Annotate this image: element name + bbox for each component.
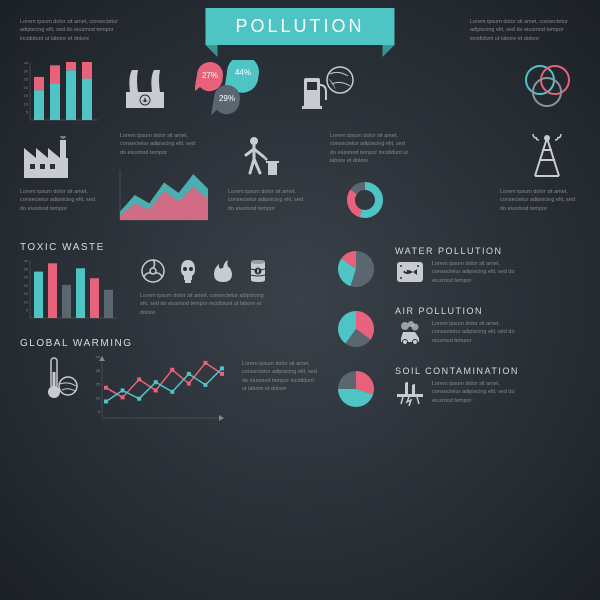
svg-text:15: 15 xyxy=(96,395,101,400)
svg-text:45: 45 xyxy=(96,356,101,359)
svg-text:27%: 27% xyxy=(202,71,218,80)
svg-text:29%: 29% xyxy=(219,94,235,103)
pie-fish xyxy=(335,248,377,290)
svg-text:5: 5 xyxy=(98,409,101,414)
svg-text:44%: 44% xyxy=(235,68,251,77)
svg-text:30: 30 xyxy=(24,68,29,73)
svg-text:35: 35 xyxy=(24,62,29,65)
mid-text: Lorem ipsum dolor sit amet, consectetur … xyxy=(330,132,410,165)
svg-text:15: 15 xyxy=(24,291,29,296)
svg-text:20: 20 xyxy=(24,85,29,90)
fish-icon xyxy=(395,260,425,286)
svg-text:25: 25 xyxy=(24,275,29,280)
svg-text:25: 25 xyxy=(24,77,29,82)
cat-text-2: Lorem ipsum dolor sit amet, consectetur … xyxy=(432,380,517,405)
svg-text:10: 10 xyxy=(24,101,29,106)
venn-diagram xyxy=(520,62,575,112)
area-chart xyxy=(118,170,213,225)
percentage-bubbles: 27% 44% 29% xyxy=(195,60,280,120)
thermometer-globe-icon xyxy=(48,356,78,404)
warming-title: GLOBAL WARMING xyxy=(20,338,133,349)
biohazard-icon xyxy=(140,258,166,284)
skull-bulb-icon xyxy=(175,258,201,284)
warming-line-chart: 5 15 25 35 45 xyxy=(92,356,230,422)
svg-text:20: 20 xyxy=(24,283,29,288)
fire-icon xyxy=(210,258,236,284)
intro-text-left: Lorem ipsum dolor sit amet, consectetur … xyxy=(20,18,130,43)
svg-text:30: 30 xyxy=(24,266,29,271)
pie-car-smoke xyxy=(335,308,377,350)
svg-text:10: 10 xyxy=(24,299,29,304)
crack-icon xyxy=(395,380,425,406)
svg-text:5: 5 xyxy=(26,110,29,115)
barrel-icon xyxy=(245,258,271,284)
toxic-bar-chart: 5 10 15 20 25 30 35 xyxy=(20,260,120,322)
title-banner: POLLUTION xyxy=(205,8,394,45)
svg-text:5: 5 xyxy=(26,308,29,313)
radio-tower-icon xyxy=(525,130,570,180)
svg-text:35: 35 xyxy=(24,260,29,263)
toxic-title: TOXIC WASTE xyxy=(20,242,105,253)
warming-text: Lorem ipsum dolor sit amet, consectetur … xyxy=(242,360,317,393)
cat-text-1: Lorem ipsum dolor sit amet, consectetur … xyxy=(432,320,517,345)
tower-text: Lorem ipsum dolor sit amet, consectetur … xyxy=(500,188,580,213)
cat-title-0: WATER POLLUTION xyxy=(395,246,503,256)
stacked-bar-chart: 5 10 15 20 25 30 35 xyxy=(20,62,98,124)
car-smoke-icon xyxy=(395,320,425,346)
cat-text-0: Lorem ipsum dolor sit amet, consectetur … xyxy=(432,260,517,285)
factory-icon xyxy=(22,136,72,181)
litter-text: Lorem ipsum dolor sit amet, consectetur … xyxy=(228,188,308,213)
toxic-text: Lorem ipsum dolor sit amet, consectetur … xyxy=(140,292,270,317)
donut-chart xyxy=(340,175,390,225)
intro-text-right: Lorem ipsum dolor sit amet, consectetur … xyxy=(470,18,580,43)
cat-title-1: AIR POLLUTION xyxy=(395,306,483,316)
pie-crack xyxy=(335,368,377,410)
cat-title-2: SOIL CONTAMINATION xyxy=(395,366,519,376)
svg-text:25: 25 xyxy=(96,382,101,387)
svg-text:35: 35 xyxy=(96,368,101,373)
factory-text: Lorem ipsum dolor sit amet, consectetur … xyxy=(20,188,100,213)
area-intro-text: Lorem ipsum dolor sit amet, consectetur … xyxy=(120,132,200,157)
svg-text:15: 15 xyxy=(24,93,29,98)
nuclear-plant-icon xyxy=(120,62,170,112)
fuel-globe-icon xyxy=(300,60,355,115)
littering-icon xyxy=(240,135,288,180)
